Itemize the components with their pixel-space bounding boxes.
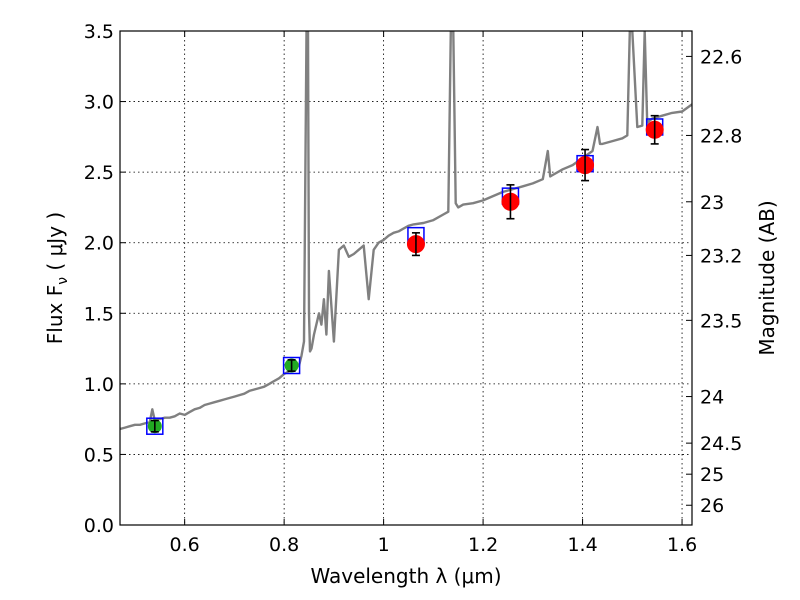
y-tick-label: 3.5 [84,21,114,43]
y2-tick-label: 23.5 [700,310,742,332]
grid-lines [120,31,692,525]
x-axis-ticks: 0.6 0.8 1 1.2 1.4 1.6 [170,31,697,556]
x-axis-label: Wavelength λ (μm) [310,564,501,588]
x-tick-label: 1.6 [667,534,697,556]
y-axis-label: Flux Fν ( μJy ) [43,212,71,344]
x-tick-label: 1.2 [468,534,498,556]
y-tick-label: 1.0 [84,374,114,396]
y-axis-label-subscript: ν [55,277,71,285]
plot-frame [119,30,693,526]
plot-area [120,31,692,525]
y2-tick-label: 24 [700,387,724,409]
y2-tick-label: 23.2 [700,245,742,267]
y2-tick-label: 26 [700,495,724,517]
y2-tick-label: 22.8 [700,125,742,147]
y2-tick-label: 22.6 [700,46,742,68]
y-tick-label: 3.0 [84,92,114,114]
x-tick-label: 0.6 [170,534,200,556]
y-axis-label-suffix: ( μJy ) [43,212,67,277]
y-tick-label: 2.0 [84,233,114,255]
model-box-marker [146,417,164,435]
y-tick-label: 0.5 [84,444,114,466]
y-axis-label-prefix: Flux F [43,285,67,344]
points-layer [146,114,664,435]
x-tick-label: 1 [378,534,390,556]
y-tick-label: 0.0 [84,515,114,537]
y2-tick-label: 23 [700,192,724,214]
y-tick-label: 1.5 [84,303,114,325]
model-box-marker [282,356,301,375]
x-tick-label: 1.4 [567,534,597,556]
y2-axis-ticks: 22.6 22.8 23 23.2 23.5 24 24.5 25 26 [686,46,742,517]
y-axis-ticks: 0.0 0.5 1.0 1.5 2.0 2.5 3.0 3.5 [84,21,126,537]
x-tick-label: 0.8 [269,534,299,556]
y-tick-label: 2.5 [84,162,114,184]
y2-tick-label: 25 [700,464,724,486]
y2-axis-label: Magnitude (AB) [755,200,779,355]
y2-tick-label: 24.5 [700,433,742,455]
